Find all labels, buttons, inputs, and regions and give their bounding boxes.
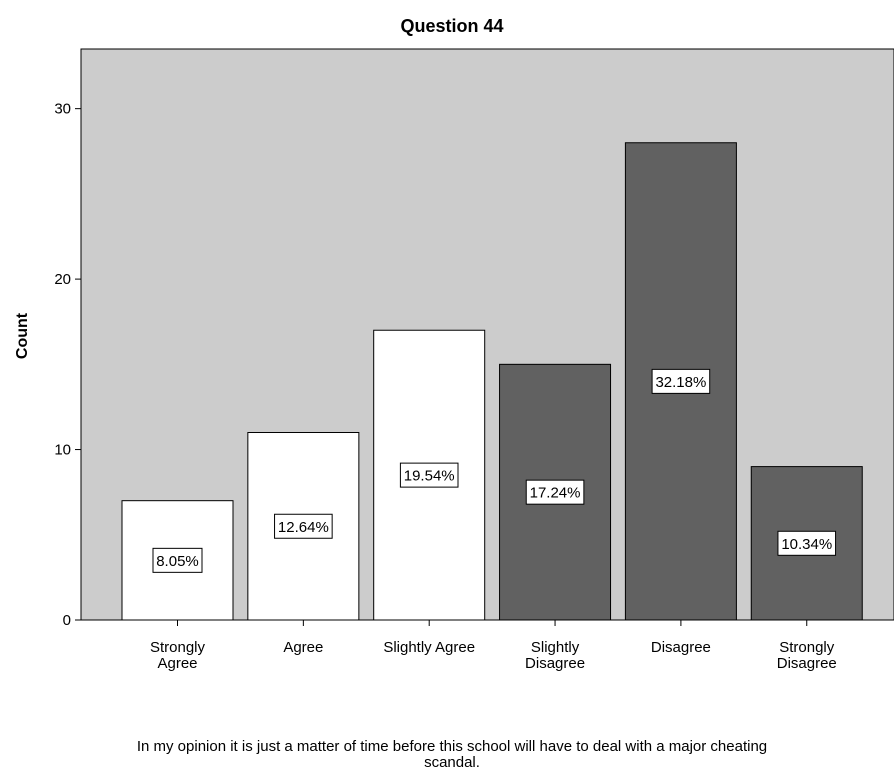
data-label: 8.05% bbox=[156, 553, 199, 570]
data-label: 10.34% bbox=[781, 536, 832, 553]
data-label: 17.24% bbox=[530, 485, 581, 502]
data-label-box bbox=[777, 530, 837, 556]
x-category-label: Disagree bbox=[651, 639, 711, 656]
bar bbox=[750, 466, 863, 621]
y-tick-label: 20 bbox=[54, 271, 71, 288]
x-category-label: Agree bbox=[283, 639, 323, 656]
x-category-label: Slightly Agree bbox=[383, 639, 475, 656]
data-label: 19.54% bbox=[404, 468, 455, 485]
data-label-box bbox=[152, 547, 203, 573]
y-tick-label: 0 bbox=[63, 612, 71, 629]
chart-title: Question 44 bbox=[400, 16, 503, 36]
x-category-label: Strongly Disagree bbox=[777, 639, 837, 672]
x-axis-caption: In my opinion it is just a matter of tim… bbox=[137, 738, 767, 771]
y-axis-label: Count bbox=[14, 312, 31, 359]
y-tick-label: 10 bbox=[54, 442, 71, 459]
plot-area: 0 10 20 30 Strongly Agree 8.05% Agree 12.64% Slig… bbox=[54, 48, 894, 672]
data-label-box bbox=[274, 513, 333, 539]
data-label: 12.64% bbox=[278, 519, 329, 536]
x-category-label: Strongly Agree bbox=[150, 639, 206, 672]
data-label-box bbox=[525, 479, 585, 505]
x-category-label: Slightly Disagree bbox=[525, 639, 585, 672]
data-label-box bbox=[399, 462, 459, 488]
data-label-box bbox=[651, 368, 711, 394]
y-tick-label: 30 bbox=[54, 101, 71, 118]
data-label: 32.18% bbox=[655, 374, 706, 391]
